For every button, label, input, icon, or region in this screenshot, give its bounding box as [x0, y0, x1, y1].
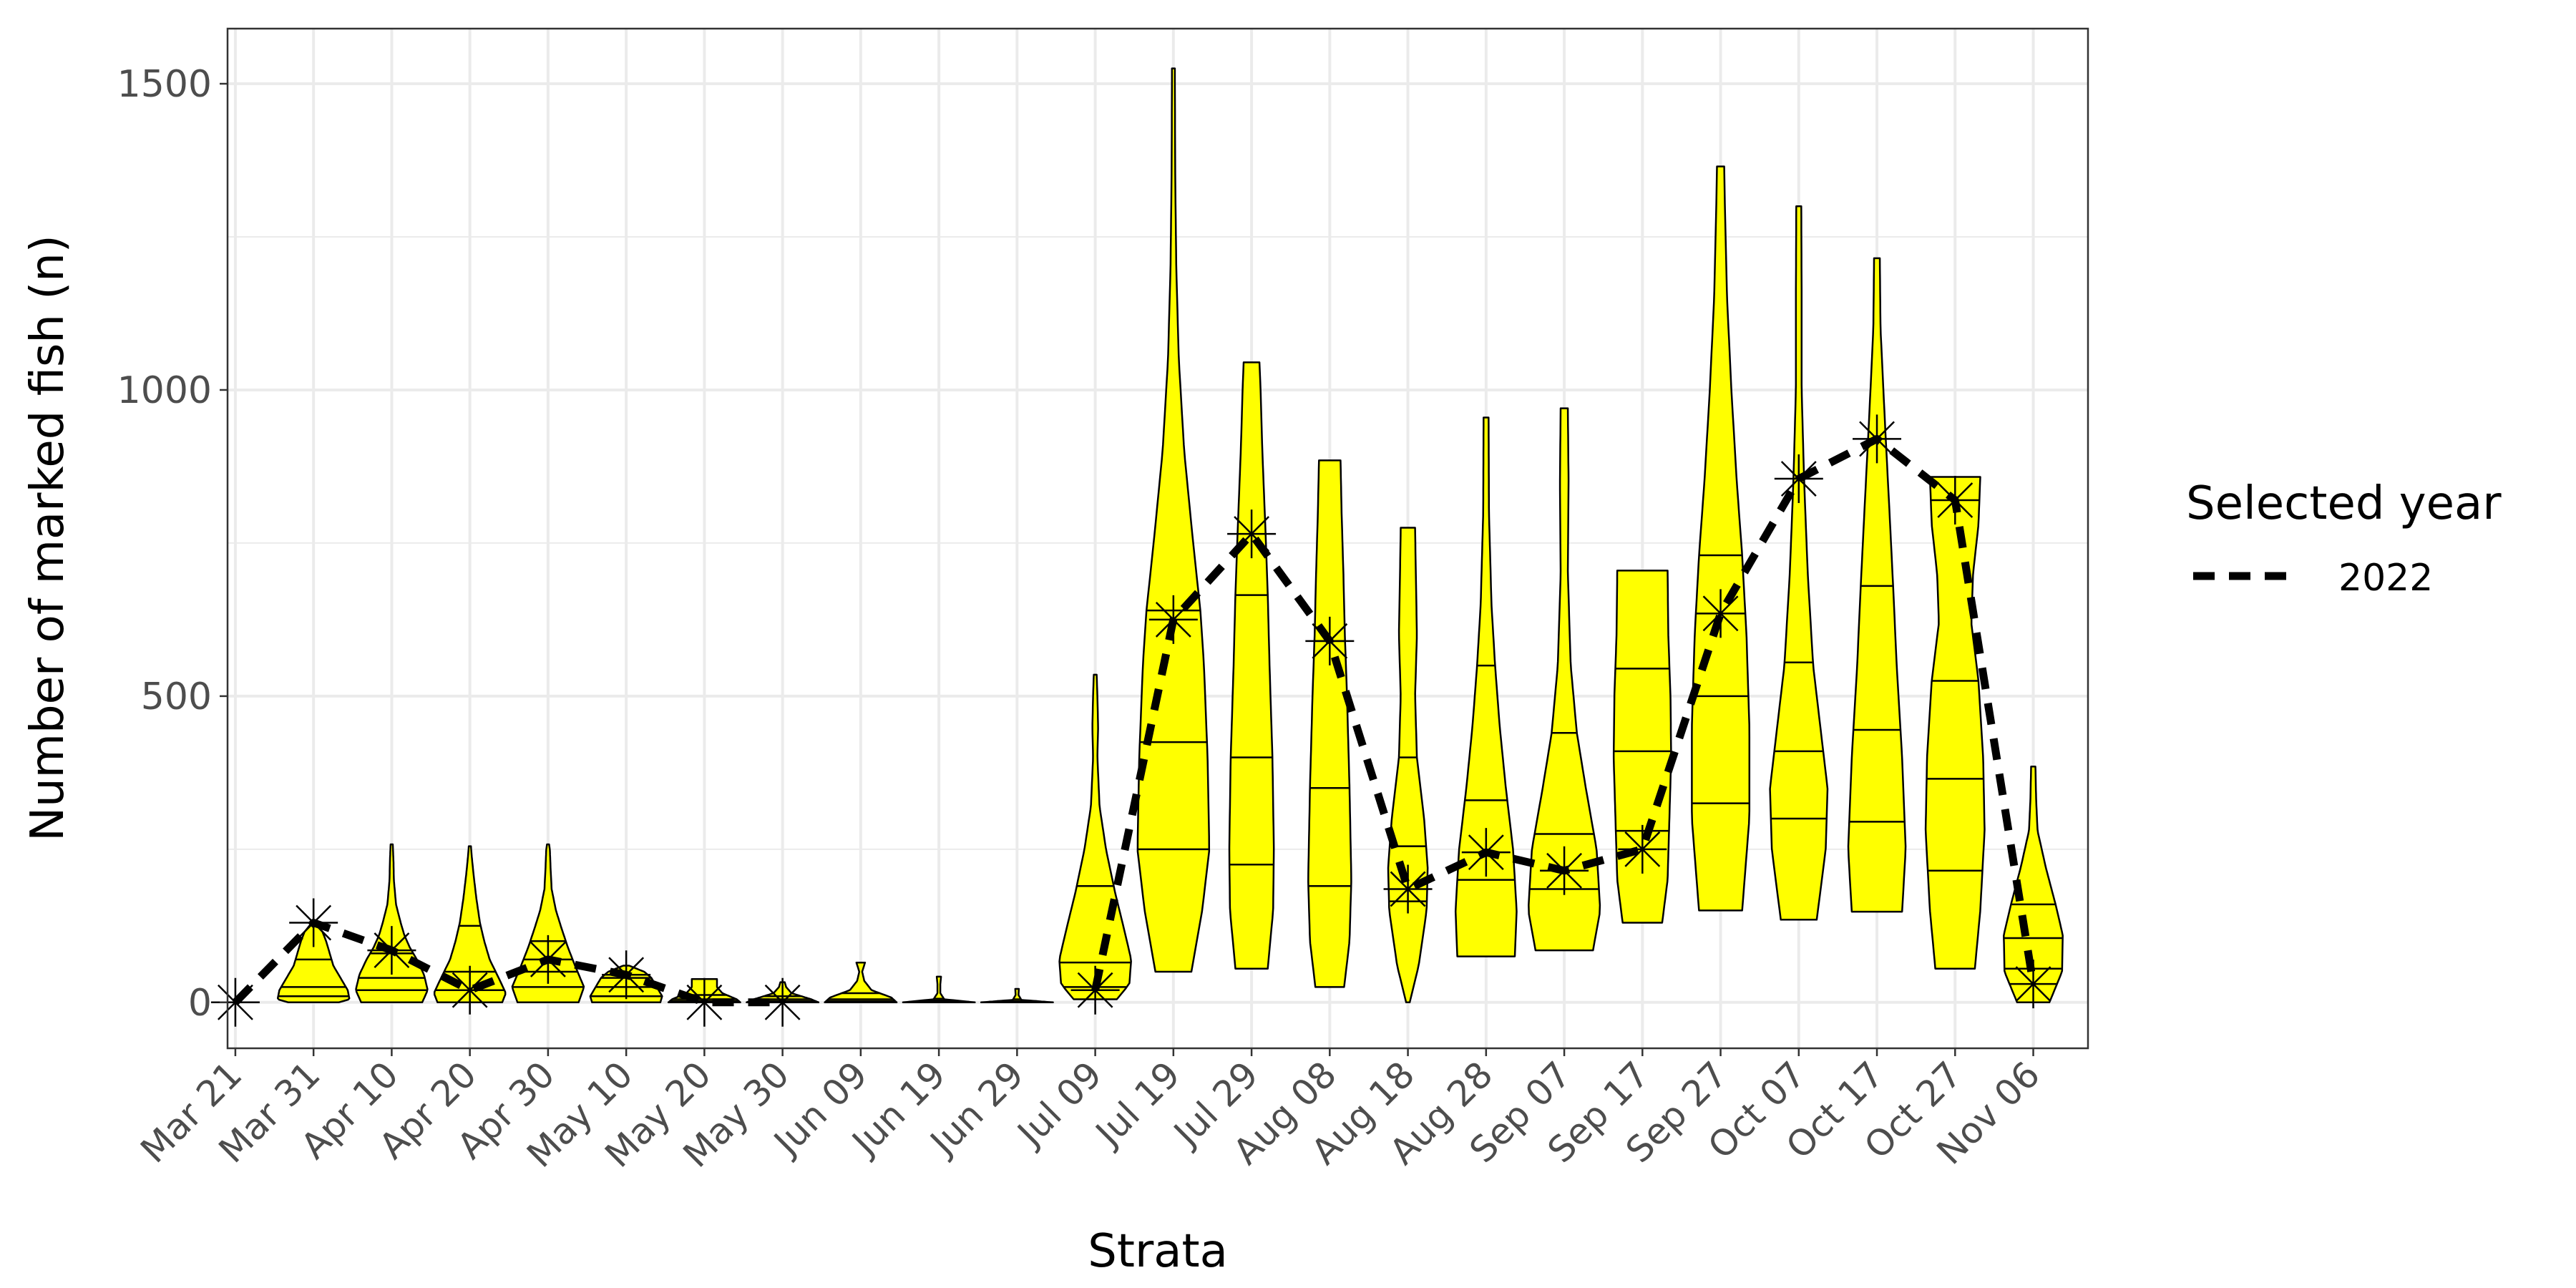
- violin-10: [980, 987, 1054, 1004]
- panel-border: [226, 27, 2089, 1050]
- series-point-2022: [445, 965, 494, 1015]
- series-point-2022: [1461, 828, 1511, 877]
- violin-9: [902, 975, 976, 1004]
- series-point-2022: [1383, 864, 1433, 914]
- asterisk-stroke: [686, 984, 723, 1020]
- series-point-2022: [1305, 616, 1355, 665]
- asterisk-stroke: [608, 957, 645, 993]
- violin-19: [1691, 165, 1751, 912]
- y-tick-label: 0: [188, 982, 212, 1025]
- series-point-2022: [2009, 960, 2058, 1009]
- series-point-2022: [1618, 824, 1667, 874]
- asterisk-stroke: [374, 932, 410, 968]
- series-point-2022: [1540, 846, 1589, 895]
- asterisk-stroke: [2015, 966, 2051, 1002]
- violin-3: [433, 845, 507, 1004]
- asterisk-stroke: [452, 972, 488, 1008]
- asterisk-stroke: [530, 941, 566, 977]
- series-point-2022: [210, 977, 260, 1027]
- asterisk-stroke: [1546, 852, 1582, 889]
- asterisk-stroke: [1312, 623, 1348, 659]
- y-axis-title: Number of marked fish (n): [21, 235, 74, 841]
- y-tick-label: 1000: [117, 369, 212, 412]
- asterisk-stroke: [1468, 834, 1504, 871]
- asterisk-stroke: [1859, 421, 1895, 457]
- violin-23: [2003, 766, 2064, 1004]
- legend: Selected year 2022: [2186, 477, 2502, 600]
- series-point-2022: [602, 950, 651, 1000]
- series-point-2022: [758, 977, 807, 1027]
- series-point-2022: [1148, 595, 1198, 644]
- legend-title: Selected year: [2186, 477, 2502, 530]
- asterisk-stroke: [1155, 601, 1191, 638]
- series-point-2022: [289, 898, 338, 947]
- series-point-2022: [1070, 965, 1120, 1015]
- violin-17: [1528, 407, 1601, 952]
- asterisk-stroke: [1702, 595, 1739, 632]
- asterisk-stroke: [296, 904, 332, 941]
- asterisk-stroke: [1077, 972, 1113, 1008]
- series-point-2022: [367, 926, 416, 975]
- violin-20: [1769, 205, 1829, 921]
- asterisk-stroke: [1780, 461, 1817, 497]
- violin-14: [1307, 459, 1352, 988]
- asterisk-stroke: [1234, 516, 1270, 552]
- selected-year-markers: [210, 414, 2058, 1027]
- x-tick-label: Jul 19: [1086, 1053, 1188, 1155]
- series-point-2022: [1696, 589, 1745, 638]
- violins: [213, 67, 2064, 1004]
- violin-12: [1136, 67, 1211, 973]
- violin-22: [1924, 476, 1986, 970]
- violin-8: [824, 961, 898, 1004]
- x-tick-label: Jul 09: [1008, 1053, 1110, 1155]
- legend-label-2022: 2022: [2338, 557, 2433, 600]
- series-point-2022: [1774, 454, 1823, 504]
- violin-13: [1228, 361, 1275, 970]
- asterisk-stroke: [1624, 831, 1661, 867]
- series-point-2022: [1853, 414, 1902, 464]
- asterisk-stroke: [217, 984, 253, 1020]
- series-point-2022: [1227, 509, 1277, 559]
- series-line-2022: [232, 919, 783, 1007]
- violin-16: [1454, 416, 1518, 957]
- series-point-2022: [523, 935, 572, 984]
- asterisk-stroke: [1937, 482, 1974, 518]
- series-point-2022: [680, 977, 729, 1027]
- asterisk-stroke: [764, 984, 801, 1020]
- y-tick-label: 500: [141, 675, 212, 718]
- y-tick-label: 1500: [117, 63, 212, 106]
- x-axis-title: Strata: [1088, 1225, 1228, 1278]
- series-point-2022: [1931, 476, 1980, 525]
- violin-4: [511, 843, 585, 1004]
- violin-21: [1847, 257, 1907, 913]
- asterisk-stroke: [1390, 871, 1426, 907]
